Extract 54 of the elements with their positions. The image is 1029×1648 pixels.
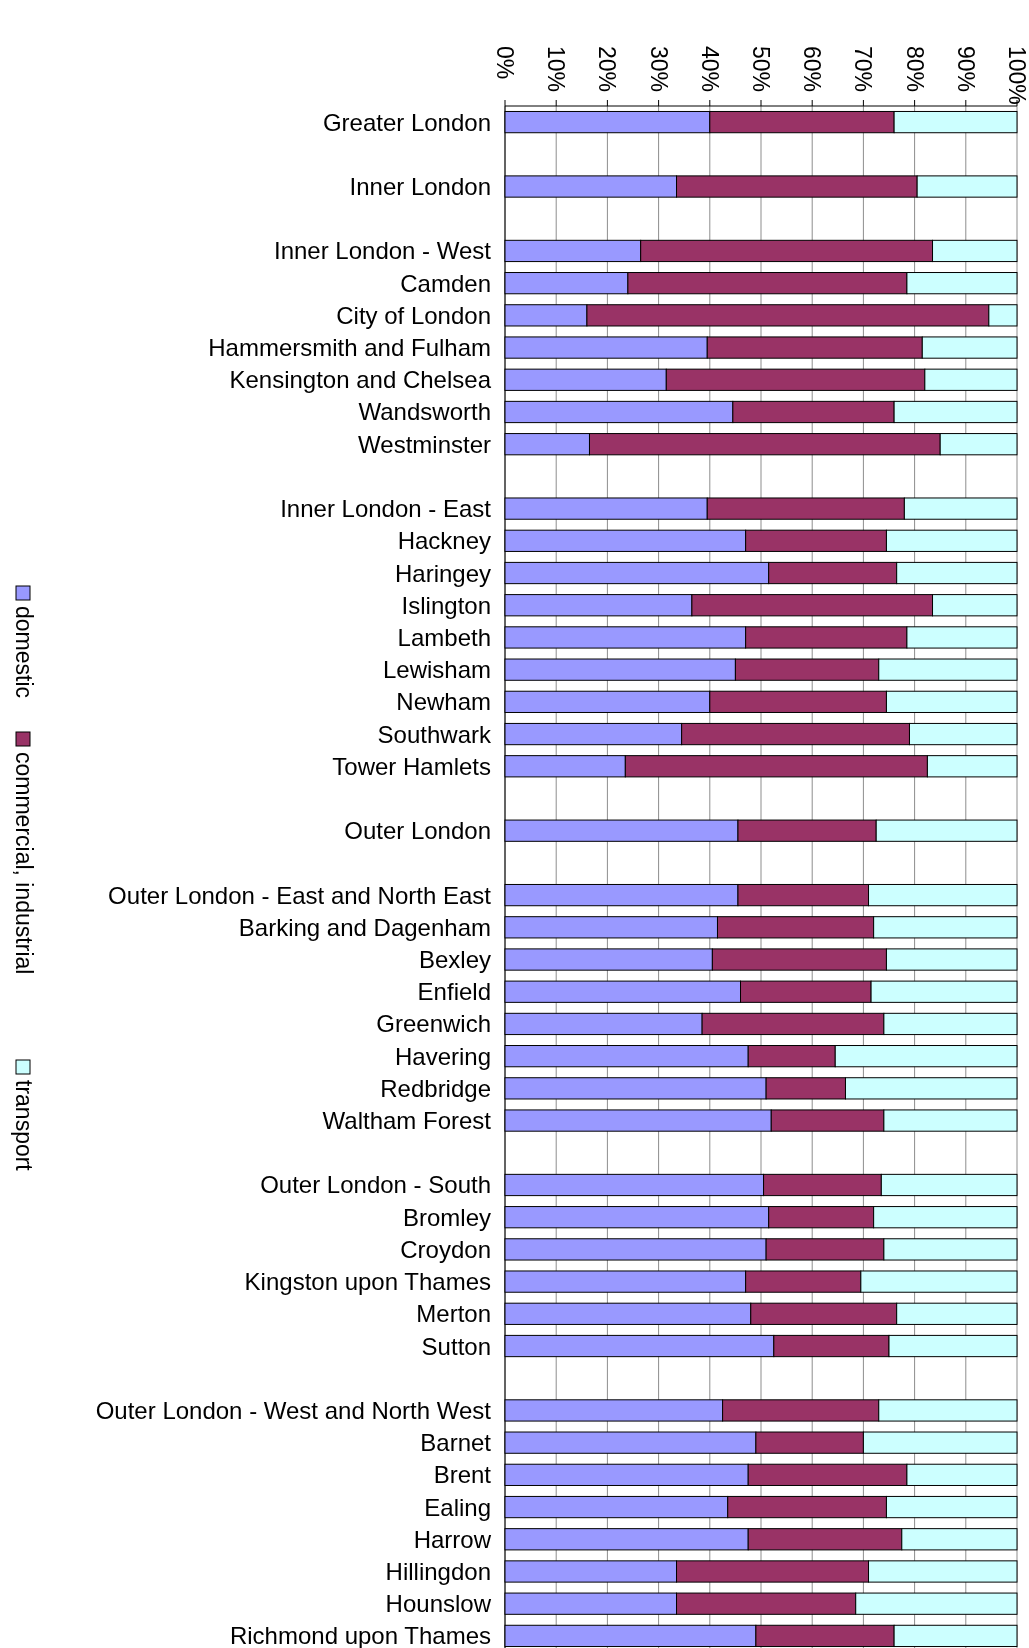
y-tick-label: Sutton xyxy=(421,1332,491,1360)
y-tick-label: Tower Hamlets xyxy=(332,752,491,780)
x-tick-label: 80% xyxy=(901,46,928,93)
y-tick-label: Southwark xyxy=(377,720,492,748)
y-tick-label: Lambeth xyxy=(397,623,491,651)
y-tick-label: Kingston upon Thames xyxy=(244,1268,491,1296)
x-tick-label: 50% xyxy=(748,46,774,93)
y-tick-label: Lewisham xyxy=(382,656,491,684)
y-tick-label: Inner London xyxy=(349,173,491,201)
y-tick-label: Hounslow xyxy=(385,1590,492,1618)
y-tick-label: Havering xyxy=(394,1042,491,1070)
y-tick-label: Kensington and Chelsea xyxy=(229,366,492,394)
y-tick-label: Greenwich xyxy=(376,1010,491,1038)
x-tick-label: 30% xyxy=(645,46,672,93)
y-tick-label: Ealing xyxy=(424,1493,491,1521)
y-tick-label: Inner London - West xyxy=(273,237,492,265)
y-tick-label: Hackney xyxy=(397,527,491,555)
legend-label: domestic xyxy=(11,606,37,699)
y-tick-label: Hillingdon xyxy=(385,1557,491,1585)
y-tick-label: Croydon xyxy=(400,1235,491,1263)
legend-label: transport xyxy=(11,1080,37,1172)
x-tick-label: 60% xyxy=(799,46,826,93)
y-tick-label: Brent xyxy=(433,1461,492,1489)
y-tick-label: Camden xyxy=(400,269,491,297)
y-tick-label: Newham xyxy=(396,688,491,716)
y-tick-label: Greater London xyxy=(322,108,491,136)
y-tick-label: Bromley xyxy=(402,1203,491,1231)
legend-label: commercial, industrial xyxy=(11,752,37,975)
y-tick-label: Westminster xyxy=(358,430,491,458)
y-tick-label: Barnet xyxy=(420,1429,492,1457)
y-tick-label: Wandsworth xyxy=(358,398,491,426)
y-tick-label: Redbridge xyxy=(380,1074,491,1102)
x-tick-label: 40% xyxy=(696,46,723,93)
y-tick-label: Barking and Dagenham xyxy=(238,913,491,941)
y-tick-label: Hammersmith and Fulham xyxy=(208,334,491,362)
y-tick-label: Haringey xyxy=(394,559,491,587)
y-tick-label: Outer London - West and North West xyxy=(95,1396,492,1424)
y-tick-label: Islington xyxy=(401,591,491,619)
x-tick-label: 70% xyxy=(850,46,877,93)
y-tick-label: Bexley xyxy=(418,946,491,974)
x-tick-label: 90% xyxy=(952,46,979,93)
x-tick-label: 0% xyxy=(492,46,518,80)
y-tick-label: Enfield xyxy=(417,978,491,1006)
y-tick-label: Outer London - East and North East xyxy=(108,881,492,909)
x-tick-label: 10% xyxy=(543,46,570,93)
x-tick-label: 20% xyxy=(594,46,621,93)
y-tick-label: Harrow xyxy=(413,1525,492,1553)
y-tick-label: Merton xyxy=(416,1300,491,1328)
x-tick-label: 100% xyxy=(1004,46,1029,105)
y-tick-label: Waltham Forest xyxy=(322,1107,492,1135)
y-tick-label: City of London xyxy=(336,301,491,329)
y-tick-label: Outer London xyxy=(344,817,491,845)
y-tick-label: Outer London - South xyxy=(260,1171,491,1199)
y-tick-label: Inner London - East xyxy=(280,495,492,523)
